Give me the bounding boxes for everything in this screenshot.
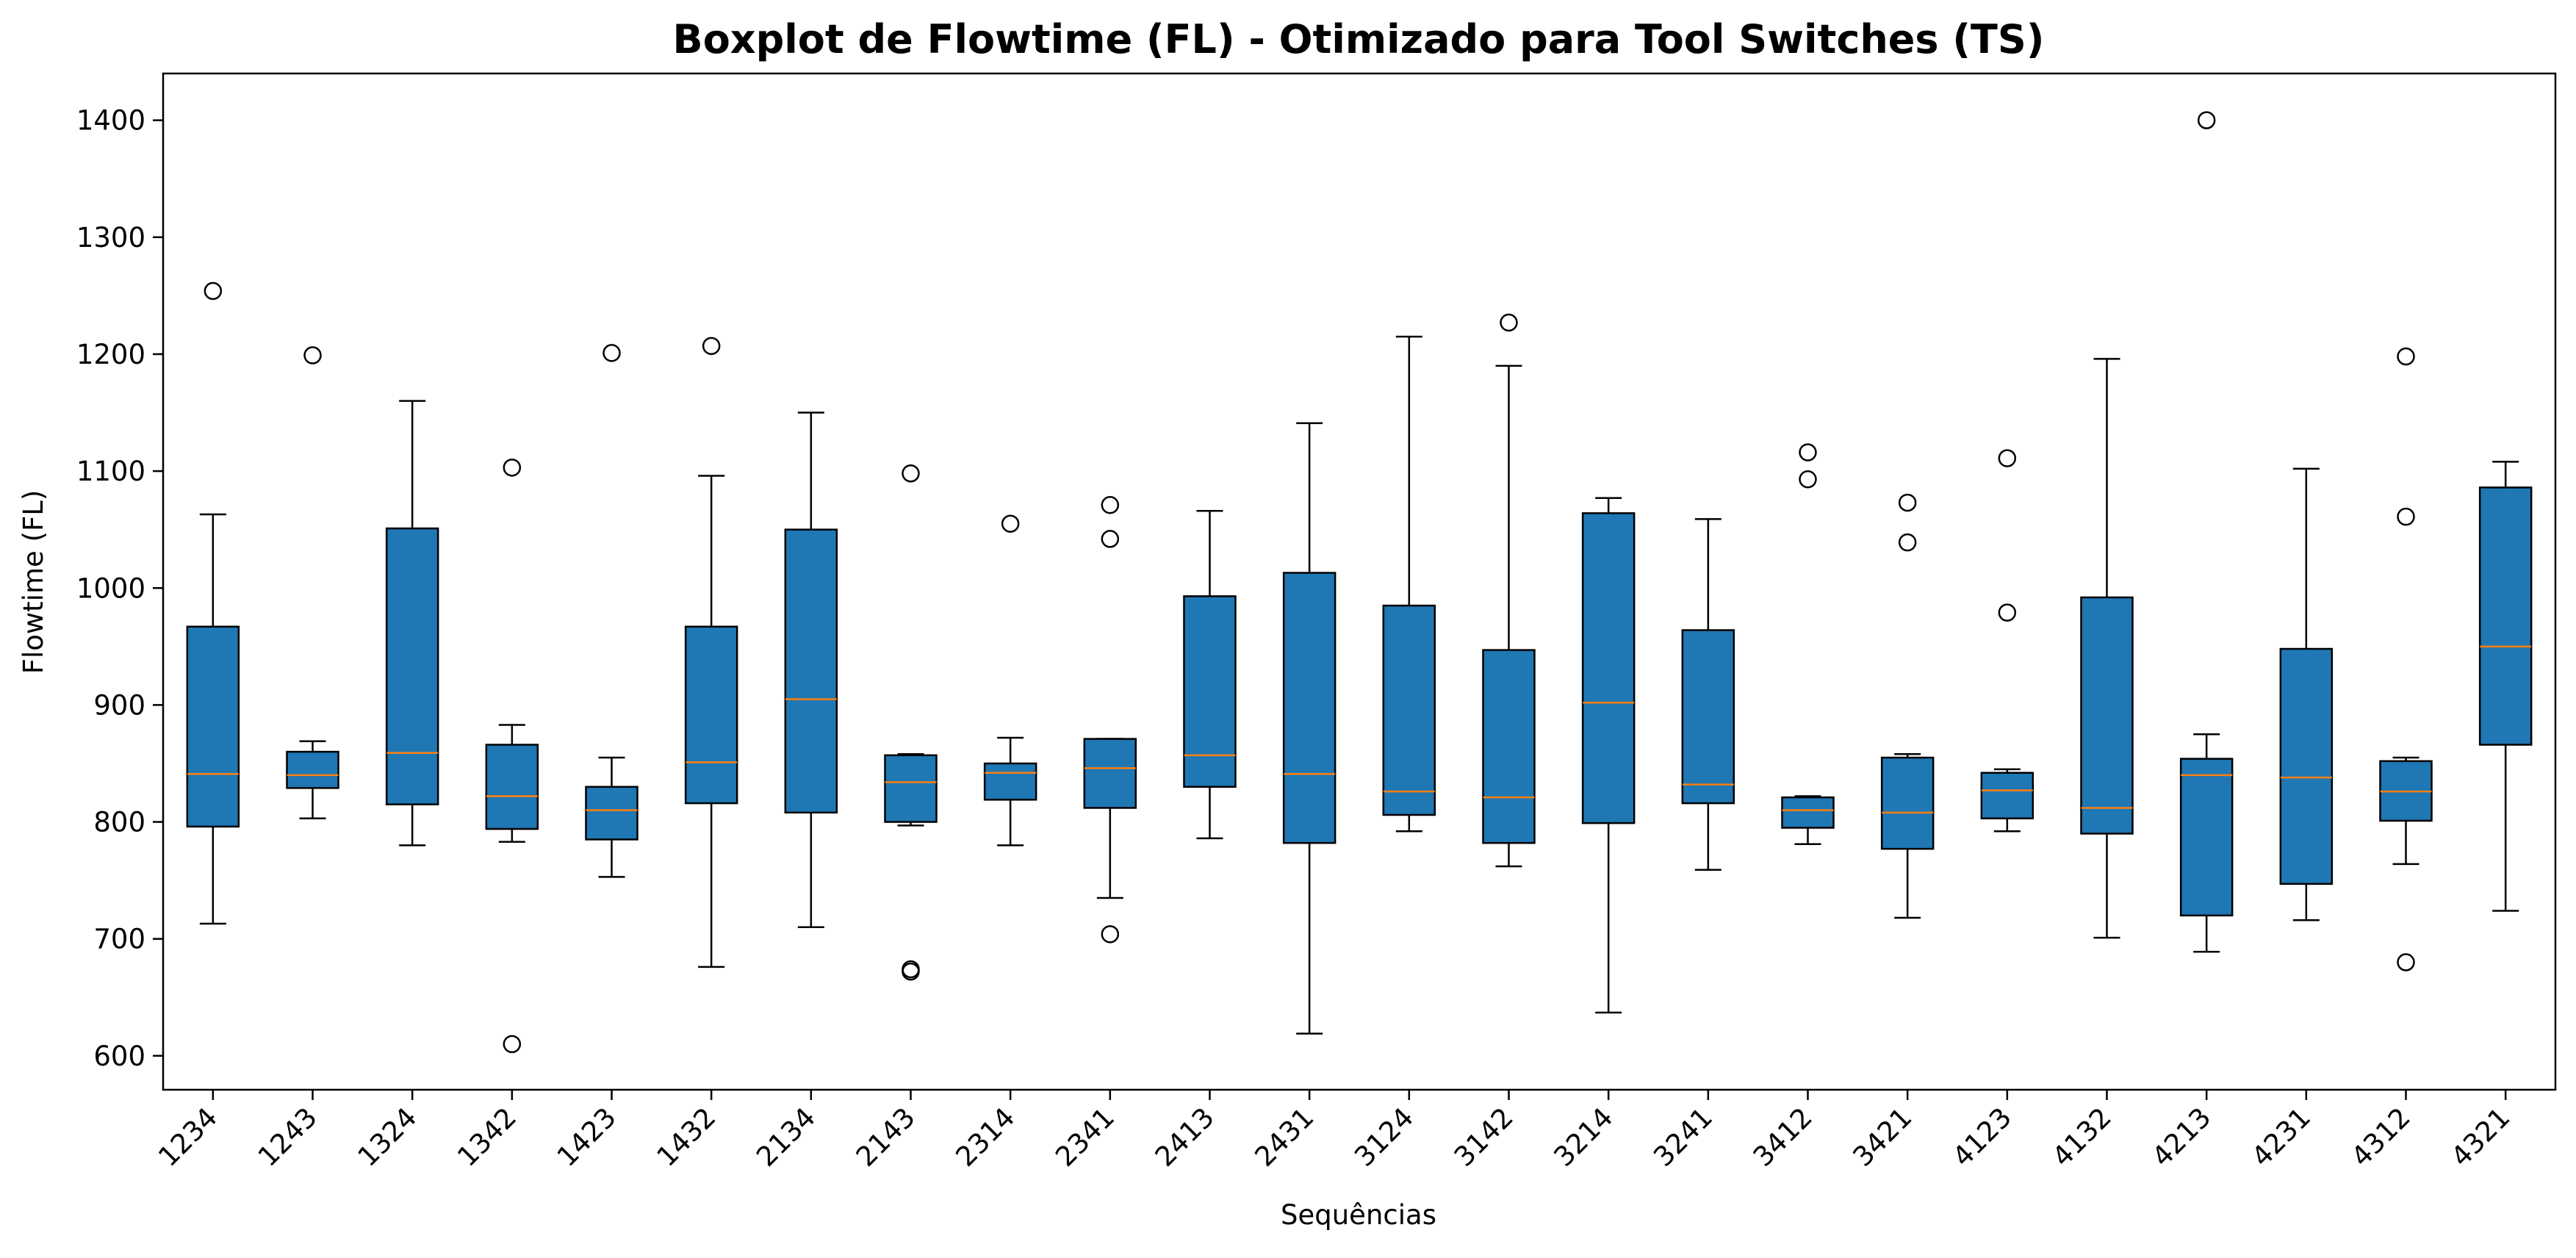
iqr-box [1083,738,1137,809]
y-axis-ticks: 600 700 800 900 1000 1100 1200 1300 1400 [76,105,163,1072]
outlier-point [1799,443,1817,461]
iqr-box [1482,649,1536,844]
outlier-point [1101,530,1120,548]
iqr-box [2080,596,2134,835]
box-2143 [884,464,938,981]
plot-frame [162,72,2557,1091]
outlier-point [1998,603,2017,622]
outlier-point [2397,507,2415,526]
boxes-layer [186,111,2533,1054]
outlier-point [303,346,322,364]
outlier-point [503,459,522,477]
box-2314 [983,514,1037,847]
iqr-box [385,527,439,805]
y-tick-label: 900 [93,689,145,721]
y-tick-label: 1400 [76,105,145,137]
iqr-box [1880,756,1935,850]
outlier-point [503,1035,522,1054]
y-tick-label: 1300 [76,222,145,254]
box-4213 [2179,111,2234,953]
box-3412 [1781,443,1835,846]
outlier-point [2197,111,2216,129]
box-1234 [186,281,240,925]
x-axis-title: Sequências [1281,1199,1436,1231]
iqr-box [1980,772,2034,820]
iqr-box [2179,758,2234,917]
box-1432 [684,337,738,968]
iqr-box [1581,512,1636,824]
outlier-point [2397,953,2415,971]
box-4132 [2080,358,2134,939]
box-3142 [1482,313,1536,868]
outlier-point [1799,470,1817,489]
y-tick-label: 1100 [76,456,145,487]
outlier-point [902,963,920,981]
box-2134 [784,411,838,929]
box-3214 [1581,497,1636,1014]
box-4231 [2279,467,2334,921]
iqr-box [2279,647,2334,885]
box-1342 [485,459,539,1054]
box-4321 [2478,461,2533,912]
iqr-box [884,754,938,823]
y-tick-label: 800 [93,807,145,838]
box-3421 [1880,493,1935,919]
outlier-point [2397,347,2415,366]
iqr-box [1183,595,1237,788]
y-tick-label: 1200 [76,339,145,370]
box-4312 [2379,347,2433,971]
y-tick-label: 600 [93,1040,145,1072]
iqr-box [1681,629,1735,805]
outlier-point [602,344,621,362]
iqr-box [684,625,738,805]
box-1243 [286,346,339,820]
iqr-box [1282,572,1336,844]
box-2413 [1183,509,1237,840]
iqr-box [2478,486,2533,746]
box-4123 [1980,449,2034,833]
outlier-point [1898,493,1917,512]
iqr-box [983,762,1037,801]
y-tick-label: 1000 [76,572,145,604]
box-3124 [1382,335,1436,833]
box-3241 [1681,518,1735,871]
iqr-box [1382,604,1436,816]
outlier-point [1898,533,1917,552]
iqr-box [186,625,240,828]
outlier-point [1998,449,2017,467]
y-axis-title: Flowtime (FL) [18,490,49,675]
outlier-point [1101,925,1120,944]
iqr-box [485,744,539,830]
iqr-box [286,750,339,789]
box-1423 [585,344,638,878]
outlier-point [1101,496,1120,514]
box-2341 [1083,496,1137,944]
outlier-point [702,337,721,356]
outlier-point [902,464,920,483]
iqr-box [1781,796,1835,829]
outlier-point [1500,313,1518,332]
iqr-box [585,786,638,841]
box-2431 [1282,422,1336,1035]
iqr-box [784,528,838,814]
box-1324 [385,400,439,847]
chart-title: Boxplot de Flowtime (FL) - Otimizado par… [673,16,2045,62]
outlier-point [1001,514,1020,533]
outlier-point [204,281,223,301]
y-tick-label: 700 [93,924,145,955]
